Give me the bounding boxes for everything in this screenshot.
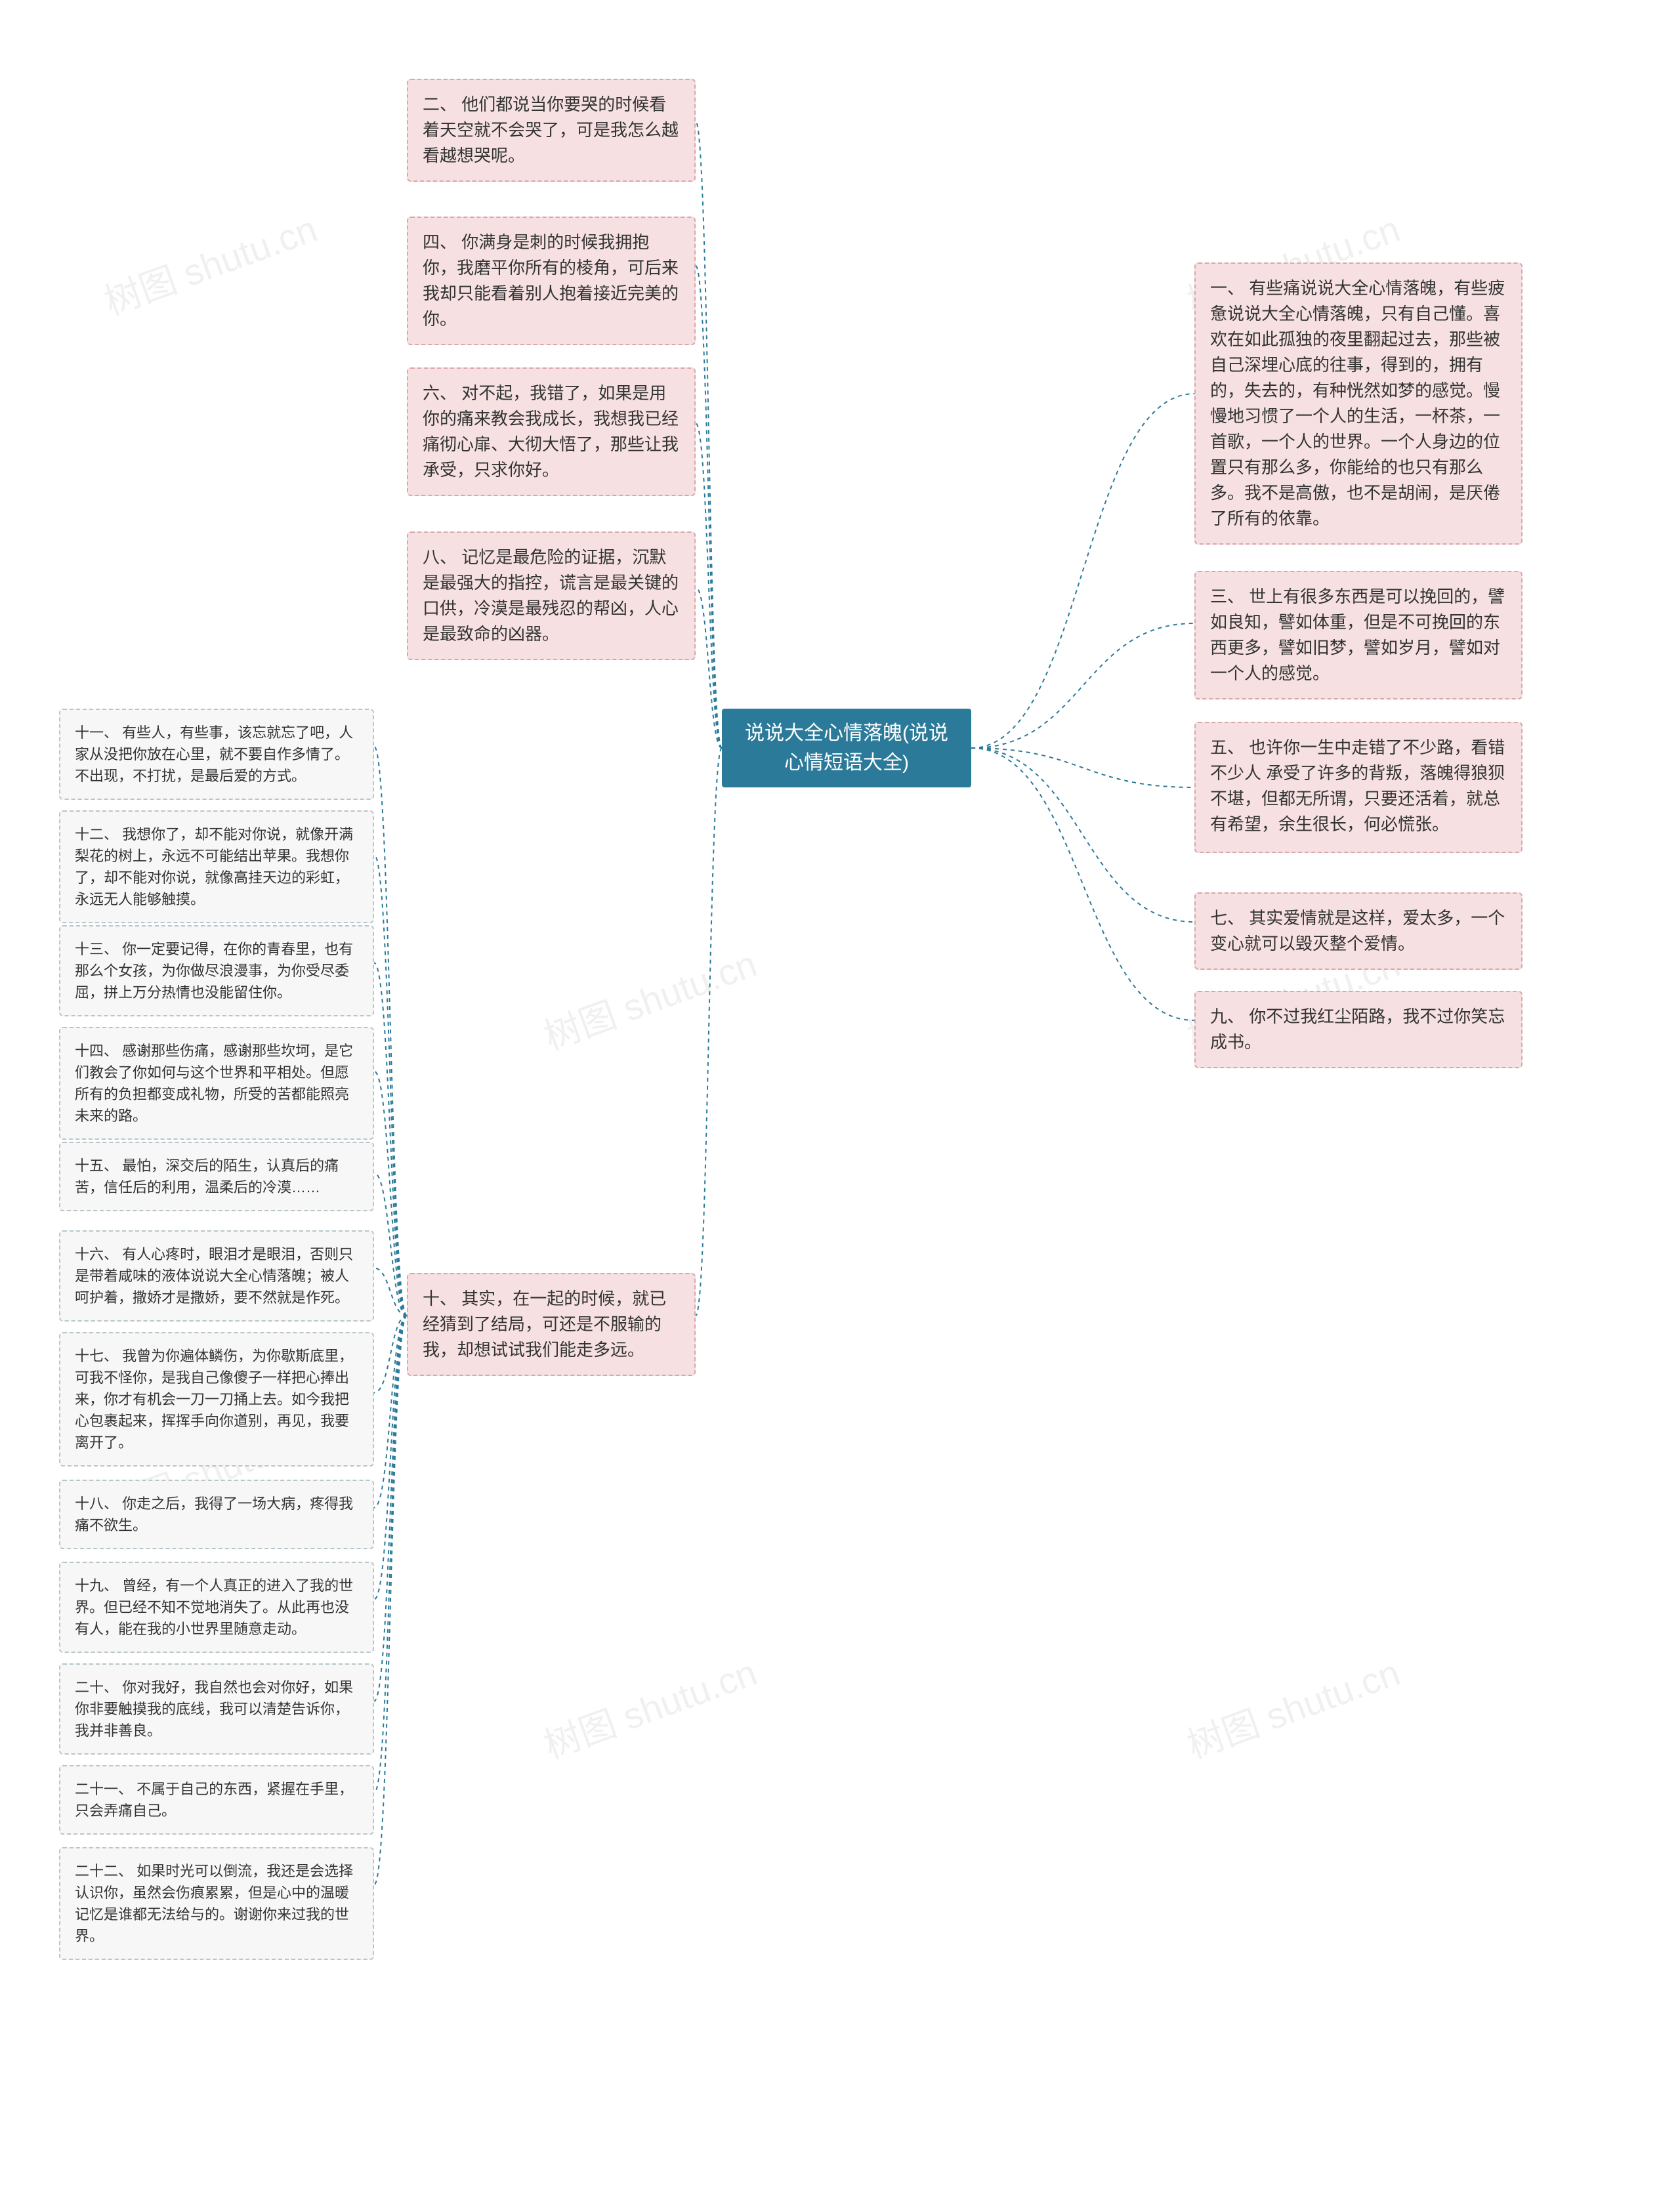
mindmap-node[interactable]: 十七、 我曾为你遍体鳞伤，为你歇斯底里，可我不怪你，是我自己像傻子一样把心捧出来… bbox=[59, 1332, 374, 1467]
mindmap-node[interactable]: 十、 其实，在一起的时候，就已经猜到了结局，可还是不服输的我，却想试试我们能走多… bbox=[407, 1273, 696, 1376]
center-text: 说说大全心情落魄(说说心情短语大全) bbox=[736, 719, 957, 778]
mindmap-node[interactable]: 十三、 你一定要记得，在你的青春里，也有那么个女孩，为你做尽浪漫事，为你受尽委屈… bbox=[59, 925, 374, 1016]
mindmap-node[interactable]: 三、 世上有很多东西是可以挽回的，譬如良知，譬如体重，但是不可挽回的东西更多，譬… bbox=[1194, 571, 1522, 699]
node-text: 十九、 曾经，有一个人真正的进入了我的世界。但已经不知不觉地消失了。从此再也没有… bbox=[75, 1577, 353, 1637]
mindmap-node[interactable]: 十二、 我想你了，却不能对你说，就像开满梨花的树上，永远不可能结出苹果。我想你了… bbox=[59, 810, 374, 923]
node-text: 十七、 我曾为你遍体鳞伤，为你歇斯底里，可我不怪你，是我自己像傻子一样把心捧出来… bbox=[75, 1348, 353, 1451]
mindmap-node[interactable]: 二、 他们都说当你要哭的时候看着天空就不会哭了，可是我怎么越看越想哭呢。 bbox=[407, 79, 696, 182]
node-text: 四、 你满身是刺的时候我拥抱你，我磨平你所有的棱角，可后来我却只能看着别人抱着接… bbox=[423, 232, 679, 329]
mindmap-node[interactable]: 五、 也许你一生中走错了不少路，看错不少人 承受了许多的背叛，落魄得狼狈不堪，但… bbox=[1194, 722, 1522, 853]
node-text: 十一、 有些人，有些事，该忘就忘了吧，人家从没把你放在心里，就不要自作多情了。不… bbox=[75, 724, 353, 784]
node-text: 二十、 你对我好，我自然也会对你好，如果你非要触摸我的底线，我可以清楚告诉你，我… bbox=[75, 1679, 353, 1739]
node-text: 十八、 你走之后，我得了一场大病，疼得我痛不欲生。 bbox=[75, 1495, 353, 1533]
mindmap-node[interactable]: 十六、 有人心疼时，眼泪才是眼泪，否则只是带着咸味的液体说说大全心情落魄；被人呵… bbox=[59, 1230, 374, 1322]
node-text: 十四、 感谢那些伤痛，感谢那些坎坷，是它们教会了你如何与这个世界和平相处。但愿所… bbox=[75, 1043, 353, 1124]
node-text: 十二、 我想你了，却不能对你说，就像开满梨花的树上，永远不可能结出苹果。我想你了… bbox=[75, 826, 353, 907]
node-text: 六、 对不起，我错了，如果是用你的痛来教会我成长，我想我已经痛彻心扉、大彻大悟了… bbox=[423, 383, 679, 480]
mindmap-node[interactable]: 十九、 曾经，有一个人真正的进入了我的世界。但已经不知不觉地消失了。从此再也没有… bbox=[59, 1562, 374, 1653]
mindmap-node[interactable]: 七、 其实爱情就是这样，爱太多，一个变心就可以毁灭整个爱情。 bbox=[1194, 892, 1522, 970]
mindmap-node[interactable]: 十四、 感谢那些伤痛，感谢那些坎坷，是它们教会了你如何与这个世界和平相处。但愿所… bbox=[59, 1027, 374, 1140]
mindmap-node[interactable]: 六、 对不起，我错了，如果是用你的痛来教会我成长，我想我已经痛彻心扉、大彻大悟了… bbox=[407, 367, 696, 496]
node-text: 十三、 你一定要记得，在你的青春里，也有那么个女孩，为你做尽浪漫事，为你受尽委屈… bbox=[75, 941, 353, 1001]
mindmap-node[interactable]: 二十二、 如果时光可以倒流，我还是会选择认识你，虽然会伤痕累累，但是心中的温暖记… bbox=[59, 1847, 374, 1960]
mindmap-node[interactable]: 八、 记忆是最危险的证据，沉默是最强大的指控，谎言是最关键的口供，冷漠是最残忍的… bbox=[407, 531, 696, 660]
mindmap-node[interactable]: 九、 你不过我红尘陌路，我不过你笑忘成书。 bbox=[1194, 991, 1522, 1068]
node-text: 十、 其实，在一起的时候，就已经猜到了结局，可还是不服输的我，却想试试我们能走多… bbox=[423, 1289, 666, 1360]
mindmap-node[interactable]: 十一、 有些人，有些事，该忘就忘了吧，人家从没把你放在心里，就不要自作多情了。不… bbox=[59, 709, 374, 800]
node-text: 十六、 有人心疼时，眼泪才是眼泪，否则只是带着咸味的液体说说大全心情落魄；被人呵… bbox=[75, 1246, 353, 1306]
node-text: 九、 你不过我红尘陌路，我不过你笑忘成书。 bbox=[1210, 1007, 1505, 1052]
mindmap-node[interactable]: 二十一、 不属于自己的东西，紧握在手里，只会弄痛自己。 bbox=[59, 1765, 374, 1835]
watermark: 树图 shutu.cn bbox=[96, 199, 324, 325]
node-text: 二、 他们都说当你要哭的时候看着天空就不会哭了，可是我怎么越看越想哭呢。 bbox=[423, 94, 679, 165]
node-text: 二十二、 如果时光可以倒流，我还是会选择认识你，虽然会伤痕累累，但是心中的温暖记… bbox=[75, 1863, 353, 1944]
watermark: 树图 shutu.cn bbox=[536, 934, 763, 1060]
watermark: 树图 shutu.cn bbox=[536, 1643, 763, 1769]
node-text: 一、 有些痛说说大全心情落魄，有些疲惫说说大全心情落魄，只有自己懂。喜欢在如此孤… bbox=[1210, 278, 1505, 528]
node-text: 五、 也许你一生中走错了不少路，看错不少人 承受了许多的背叛，落魄得狼狈不堪，但… bbox=[1210, 738, 1505, 834]
mindmap-node[interactable]: 二十、 你对我好，我自然也会对你好，如果你非要触摸我的底线，我可以清楚告诉你，我… bbox=[59, 1663, 374, 1755]
mindmap-node[interactable]: 十八、 你走之后，我得了一场大病，疼得我痛不欲生。 bbox=[59, 1480, 374, 1549]
mindmap-node[interactable]: 一、 有些痛说说大全心情落魄，有些疲惫说说大全心情落魄，只有自己懂。喜欢在如此孤… bbox=[1194, 262, 1522, 545]
mindmap-node[interactable]: 四、 你满身是刺的时候我拥抱你，我磨平你所有的棱角，可后来我却只能看着别人抱着接… bbox=[407, 217, 696, 345]
center-node[interactable]: 说说大全心情落魄(说说心情短语大全) bbox=[722, 709, 971, 787]
node-text: 七、 其实爱情就是这样，爱太多，一个变心就可以毁灭整个爱情。 bbox=[1210, 908, 1505, 953]
watermark: 树图 shutu.cn bbox=[1179, 1643, 1406, 1769]
node-text: 八、 记忆是最危险的证据，沉默是最强大的指控，谎言是最关键的口供，冷漠是最残忍的… bbox=[423, 547, 679, 644]
node-text: 三、 世上有很多东西是可以挽回的，譬如良知，譬如体重，但是不可挽回的东西更多，譬… bbox=[1210, 587, 1505, 683]
node-text: 十五、 最怕，深交后的陌生，认真后的痛苦，信任后的利用，温柔后的冷漠…… bbox=[75, 1157, 339, 1196]
mindmap-node[interactable]: 十五、 最怕，深交后的陌生，认真后的痛苦，信任后的利用，温柔后的冷漠…… bbox=[59, 1142, 374, 1211]
node-text: 二十一、 不属于自己的东西，紧握在手里，只会弄痛自己。 bbox=[75, 1781, 353, 1819]
